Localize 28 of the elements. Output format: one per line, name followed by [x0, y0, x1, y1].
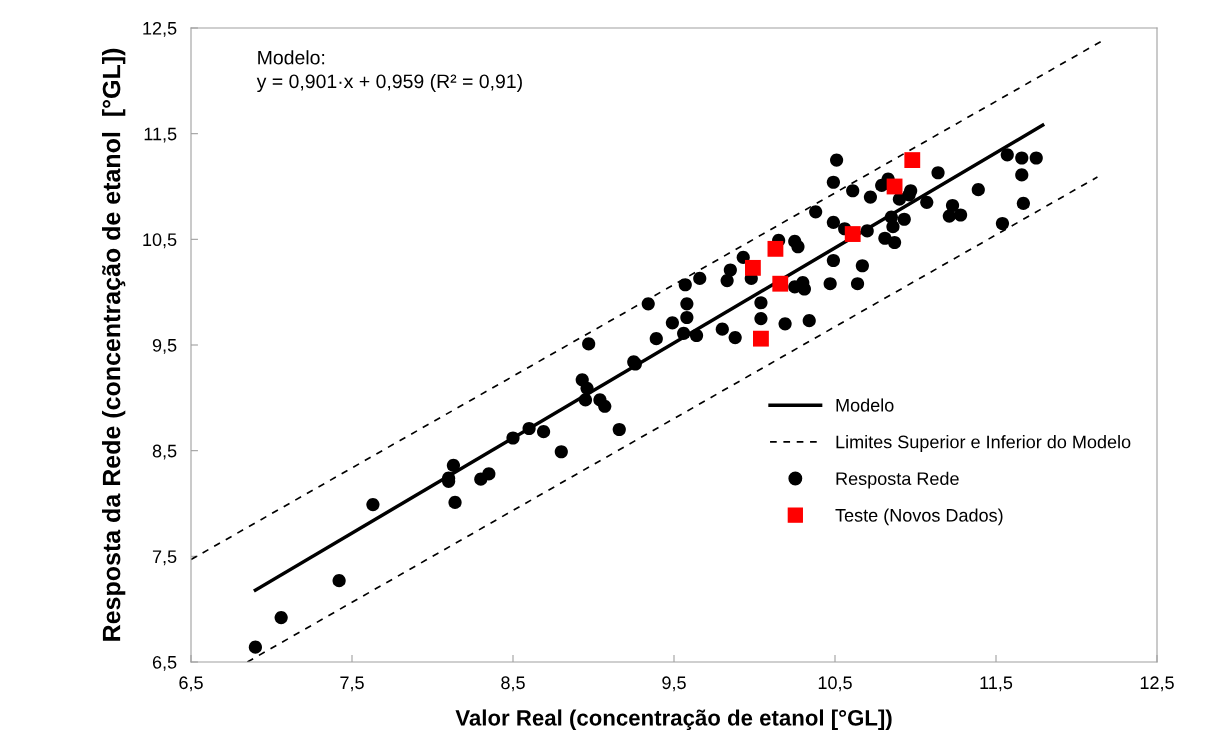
legend-label: Modelo	[836, 398, 894, 412]
y-axis-title: Resposta da Rede (concentração de etanol [°GL])	[102, 48, 126, 641]
y-tick-label: 9,5	[152, 338, 177, 354]
x-tick-label: 8,5	[501, 676, 525, 692]
x-tick-label: 6,5	[179, 676, 203, 692]
x-tick-label: 11,5	[980, 676, 1013, 692]
x-tick-label: 10,5	[818, 676, 852, 692]
point	[753, 330, 769, 347]
y-tick-label: 11,5	[144, 127, 177, 143]
x-axis-title: Valor Real (concentração de etanol [°GL])	[455, 709, 892, 731]
y-tick-label: 12,5	[143, 21, 177, 37]
y-tick-label: 10,5	[143, 233, 177, 249]
point	[904, 152, 921, 168]
y-tick-label: 6,5	[152, 655, 177, 671]
legend-label: Teste (Novos Dados)	[835, 508, 1003, 526]
y-tick-label: 7,5	[152, 550, 177, 566]
point	[744, 259, 761, 276]
annotation: Modelo: y = 0,901·x + 0,959 (R² = 0,91)	[256, 50, 522, 93]
point	[886, 178, 903, 195]
point	[767, 240, 784, 257]
legend-label: Limites Superior e Inferior do Modelo	[836, 435, 1131, 452]
x-tick-label: 12,5	[1140, 676, 1174, 692]
x-tick-label: 7,5	[340, 676, 364, 692]
legend-label: Resposta Rede	[836, 471, 959, 489]
point	[844, 226, 861, 242]
y-tick-label: 8,5	[152, 444, 177, 460]
x-tick-label: 9,5	[662, 676, 686, 692]
point	[772, 275, 789, 292]
